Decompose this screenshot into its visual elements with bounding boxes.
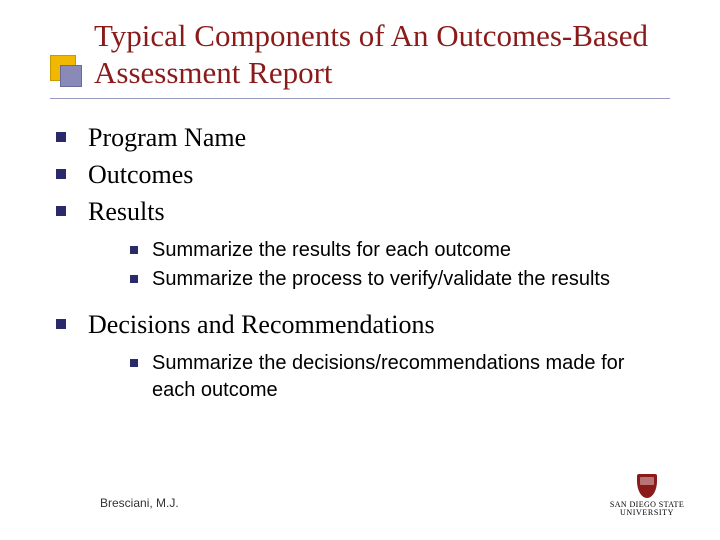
slide-body: Program Name Outcomes Results Summarize … [50, 120, 670, 418]
list-item: Outcomes [50, 157, 670, 192]
shield-icon [637, 474, 657, 498]
university-logo: SAN DIEGO STATE UNIVERSITY [610, 468, 684, 518]
list-item: Decisions and Recommendations Summarize … [50, 307, 670, 404]
list-item-label: Program Name [88, 123, 246, 152]
list-item-label: Outcomes [88, 160, 193, 189]
title-block: Typical Components of An Outcomes-Based … [50, 18, 690, 91]
bullet-list: Program Name Outcomes Results Summarize … [50, 120, 670, 404]
list-item-label: Summarize the decisions/recommendations … [152, 352, 624, 401]
list-item: Program Name [50, 120, 670, 155]
list-item-label: Summarize the results for each outcome [152, 239, 511, 261]
list-item-label: Summarize the process to verify/validate… [152, 268, 610, 290]
logo-text-line2: UNIVERSITY [620, 509, 674, 518]
list-item: Summarize the results for each outcome [88, 237, 670, 264]
sub-bullet-list: Summarize the results for each outcome S… [88, 237, 670, 293]
slide: Typical Components of An Outcomes-Based … [0, 0, 720, 540]
slide-title: Typical Components of An Outcomes-Based … [94, 18, 690, 91]
footer-author: Bresciani, M.J. [100, 496, 179, 510]
list-item: Summarize the decisions/recommendations … [88, 350, 670, 404]
sub-bullet-list: Summarize the decisions/recommendations … [88, 350, 670, 404]
list-item-label: Decisions and Recommendations [88, 310, 435, 339]
title-underline [50, 98, 670, 99]
list-item-label: Results [88, 197, 165, 226]
list-item: Summarize the process to verify/validate… [88, 266, 670, 293]
list-item: Results Summarize the results for each o… [50, 194, 670, 293]
